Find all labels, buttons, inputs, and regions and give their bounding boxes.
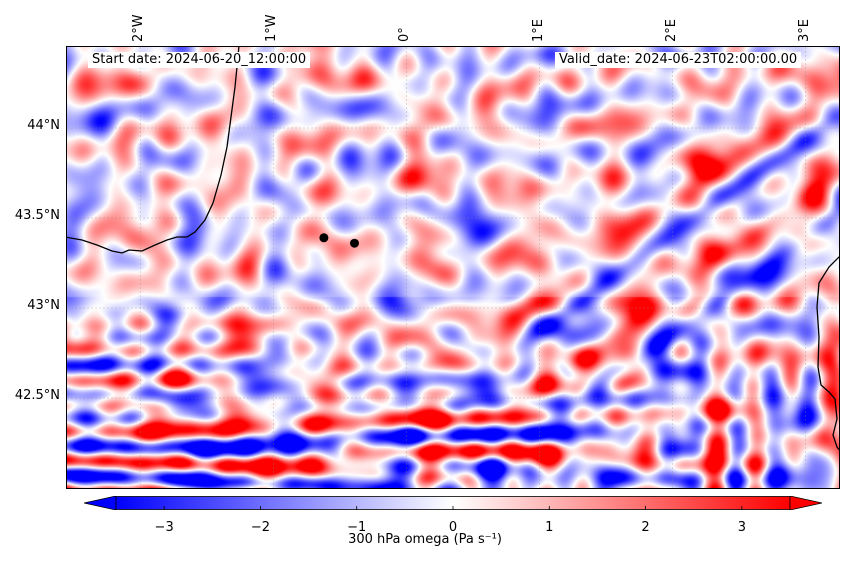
lon-label-2: 0° xyxy=(397,27,413,42)
coastline-mediterranean xyxy=(816,256,839,451)
coastline-atlantic xyxy=(67,47,240,254)
colorbar-extend-max xyxy=(789,496,822,510)
colorbar-tick-1: −2 xyxy=(250,520,271,535)
lat-label-3: 42.5°N xyxy=(14,388,60,403)
lat-label-1: 43.5°N xyxy=(14,208,60,223)
omega-field xyxy=(67,47,839,488)
colorbar-label: 300 hPa omega (Pa s⁻¹) xyxy=(348,532,502,547)
lat-label-0: 44°N xyxy=(27,118,60,133)
site-marker-1 xyxy=(350,238,360,248)
gridlines xyxy=(67,47,839,488)
colorbar-tick-5: 2 xyxy=(641,520,650,535)
start-date-label: Start date: 2024-06-20_12:00:00 xyxy=(88,52,311,68)
lon-label-5: 3°E xyxy=(796,19,812,42)
lon-label-1: 1°W xyxy=(264,14,280,42)
site-markers xyxy=(319,233,360,248)
colorbar-tick-6: 3 xyxy=(737,520,746,535)
colorbar-tick-2: −1 xyxy=(347,520,367,535)
colorbar-extend-min xyxy=(84,496,117,510)
map-overlay xyxy=(67,47,839,488)
lon-label-4: 2°E xyxy=(663,19,679,42)
lon-label-0: 2°W xyxy=(131,14,147,42)
valid-date-label: Valid_date: 2024-06-23T02:00:00.00 xyxy=(555,52,802,68)
colorbar-tick-0: −3 xyxy=(154,520,174,535)
lon-label-3: 1°E xyxy=(530,19,546,42)
lat-label-2: 43°N xyxy=(27,298,60,313)
colorbar xyxy=(84,496,822,510)
colorbar-tick-4: 1 xyxy=(545,520,554,535)
colorbar-tick-3: 0 xyxy=(448,520,458,535)
map-panel xyxy=(66,46,840,489)
site-marker-0 xyxy=(319,233,329,243)
